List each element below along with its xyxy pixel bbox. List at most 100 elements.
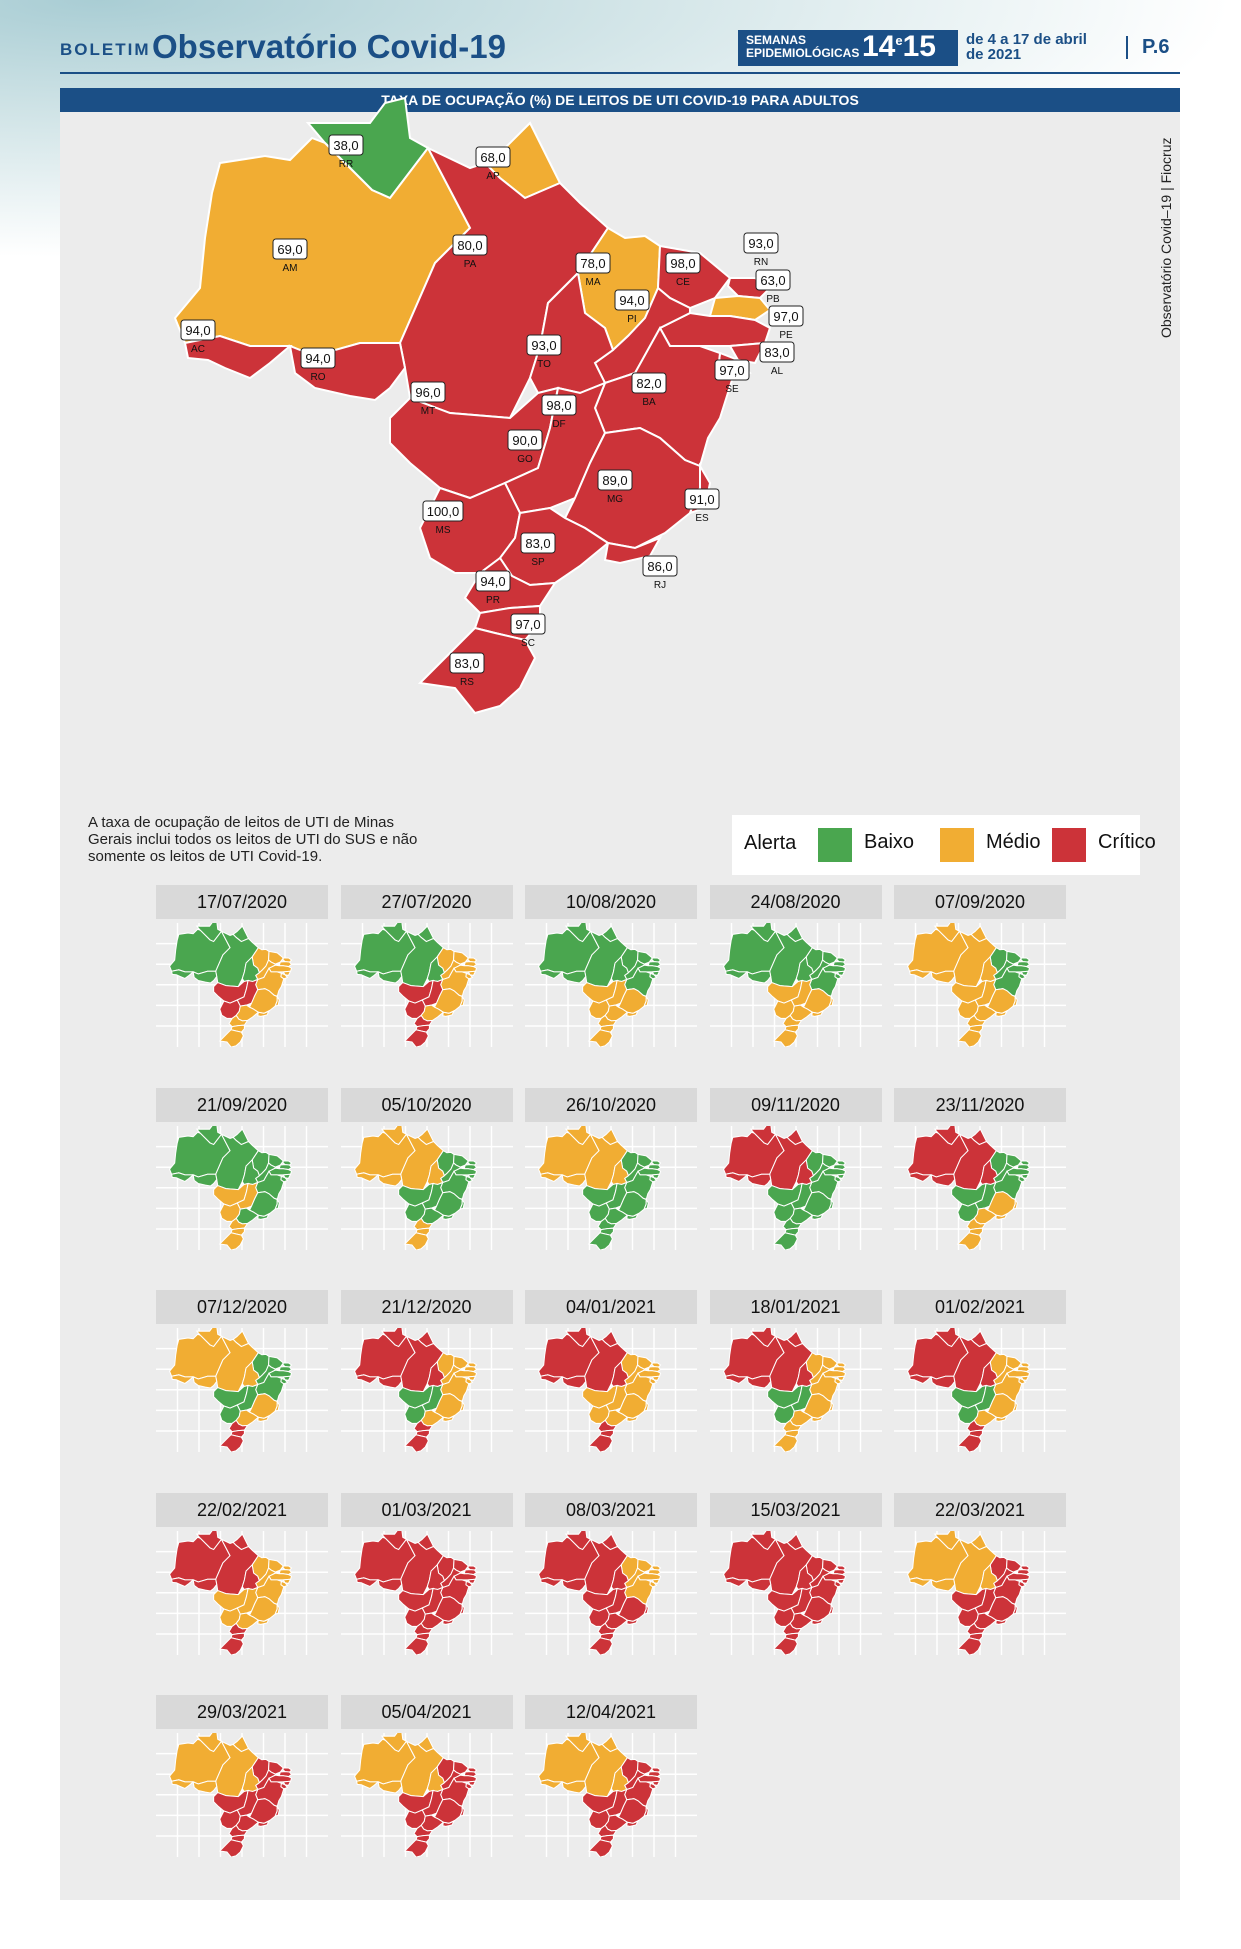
mini-state-rj	[441, 1820, 455, 1827]
timeline-date: 04/01/2021	[525, 1290, 697, 1324]
state-label-df: 98,0 DF	[541, 394, 577, 430]
state-code: AC	[191, 344, 205, 355]
mini-state-rj	[626, 1212, 640, 1220]
mini-brazil-map	[709, 1530, 882, 1655]
value-box	[631, 372, 667, 394]
state-value: 97,0	[515, 617, 540, 632]
state-value: 83,0	[764, 345, 789, 360]
mini-map-states	[353, 1733, 477, 1857]
state-label-al: 83,0 AL	[759, 341, 795, 377]
state-label-sc: 97,0 SC	[510, 613, 546, 649]
mini-state-rj	[441, 1010, 455, 1017]
value-box	[180, 319, 216, 341]
mini-brazil-map	[709, 1125, 882, 1250]
mini-brazil-map	[525, 1328, 697, 1452]
mini-brazil-map	[894, 1530, 1066, 1655]
timeline-map-05-10-2020: 05/10/2020	[340, 1087, 513, 1252]
mini-state-es	[458, 994, 465, 1007]
state-value: 98,0	[670, 256, 695, 271]
mini-brazil-map	[894, 1125, 1066, 1250]
mini-state-pr	[597, 1419, 618, 1433]
mini-state-pr	[966, 1014, 987, 1028]
state-value: 94,0	[305, 351, 330, 366]
mini-state-ac	[355, 1576, 380, 1587]
mini-state-rs	[587, 1029, 613, 1047]
date-range: de 4 a 17 de abril de 2021	[966, 31, 1087, 63]
mini-state-ac	[171, 1374, 195, 1385]
mini-state-rj	[995, 1010, 1009, 1017]
state-value: 94,0	[185, 323, 210, 338]
value-box	[665, 252, 701, 274]
mini-state-ac	[540, 1171, 564, 1182]
timeline-date: 21/09/2020	[156, 1087, 328, 1122]
mini-state-rs	[956, 1434, 982, 1452]
mini-state-rs	[218, 1839, 244, 1857]
state-label-pa: 80,0 PA	[452, 234, 488, 270]
mini-brazil-map	[340, 923, 513, 1047]
mini-state-pr	[412, 1824, 433, 1838]
mini-state-rs	[772, 1434, 798, 1452]
mini-state-es	[274, 1197, 280, 1210]
mini-state-es	[827, 1399, 834, 1412]
mini-map-states	[353, 1125, 477, 1250]
mini-map-states	[537, 1530, 662, 1655]
timeline-date: 18/01/2021	[709, 1290, 882, 1324]
mini-state-rs	[218, 1636, 244, 1655]
timeline-date: 01/03/2021	[340, 1492, 513, 1527]
state-label-pe: 97,0 PE	[768, 305, 804, 341]
mini-state-ac	[909, 1374, 933, 1385]
value-box	[507, 429, 543, 451]
mini-state-rs	[403, 1231, 429, 1250]
mini-state-rs	[956, 1029, 982, 1047]
mini-state-ro	[192, 1375, 218, 1389]
mini-state-pr	[412, 1217, 433, 1230]
mini-state-es	[643, 1804, 649, 1817]
mini-state-rj	[626, 1820, 640, 1827]
value-box	[714, 359, 750, 381]
timeline-date: 12/04/2021	[525, 1695, 697, 1729]
mini-state-ac	[355, 1779, 380, 1790]
state-code: MS	[436, 525, 451, 536]
mini-map-states	[537, 923, 662, 1047]
state-code: DF	[552, 419, 565, 430]
state-code: SE	[725, 384, 739, 395]
timeline-date: 10/08/2020	[525, 885, 697, 919]
mini-state-rj	[441, 1415, 455, 1422]
state-code: AM	[283, 263, 298, 274]
mini-state-pr	[781, 1419, 802, 1433]
state-label-to: 93,0 TO	[526, 334, 562, 370]
mini-state-ro	[930, 1578, 956, 1592]
mini-state-rs	[587, 1231, 613, 1250]
mini-state-ro	[376, 1780, 402, 1794]
mini-brazil-map	[340, 1733, 513, 1857]
timeline-date: 07/09/2020	[894, 885, 1066, 919]
state-value: 63,0	[760, 273, 785, 288]
state-code: RJ	[654, 580, 666, 591]
state-label-ro: 94,0 RO	[300, 347, 336, 383]
mini-state-pr	[966, 1622, 987, 1635]
mini-state-pr	[597, 1824, 618, 1838]
mini-brazil-map	[340, 1125, 513, 1250]
timeline-map-15-03-2021: 15/03/2021	[709, 1492, 882, 1657]
state-value: 94,0	[480, 574, 505, 589]
mini-state-rj	[441, 1617, 455, 1625]
mini-state-pr	[228, 1217, 249, 1230]
mini-state-rj	[995, 1415, 1009, 1422]
state-value: 82,0	[636, 376, 661, 391]
mini-map-states	[168, 1125, 293, 1250]
mini-map-states	[353, 1328, 477, 1452]
timeline-date: 29/03/2021	[156, 1695, 328, 1729]
mini-brazil-map	[525, 1530, 697, 1655]
mini-state-pr	[597, 1217, 618, 1230]
timeline-map-21-12-2020: 21/12/2020	[340, 1290, 513, 1454]
timeline-map-08-03-2021: 08/03/2021	[525, 1492, 697, 1657]
state-value: 78,0	[580, 256, 605, 271]
mini-map-states	[537, 1733, 662, 1857]
mini-map-states	[722, 1328, 846, 1452]
mini-state-es	[458, 1197, 465, 1210]
timeline-date: 23/11/2020	[894, 1087, 1066, 1122]
timeline-map-21-09-2020: 21/09/2020	[156, 1087, 328, 1252]
mini-state-rj	[810, 1415, 824, 1422]
legend-label-critico: Crítico	[1098, 831, 1156, 853]
mini-state-pr	[781, 1217, 802, 1230]
